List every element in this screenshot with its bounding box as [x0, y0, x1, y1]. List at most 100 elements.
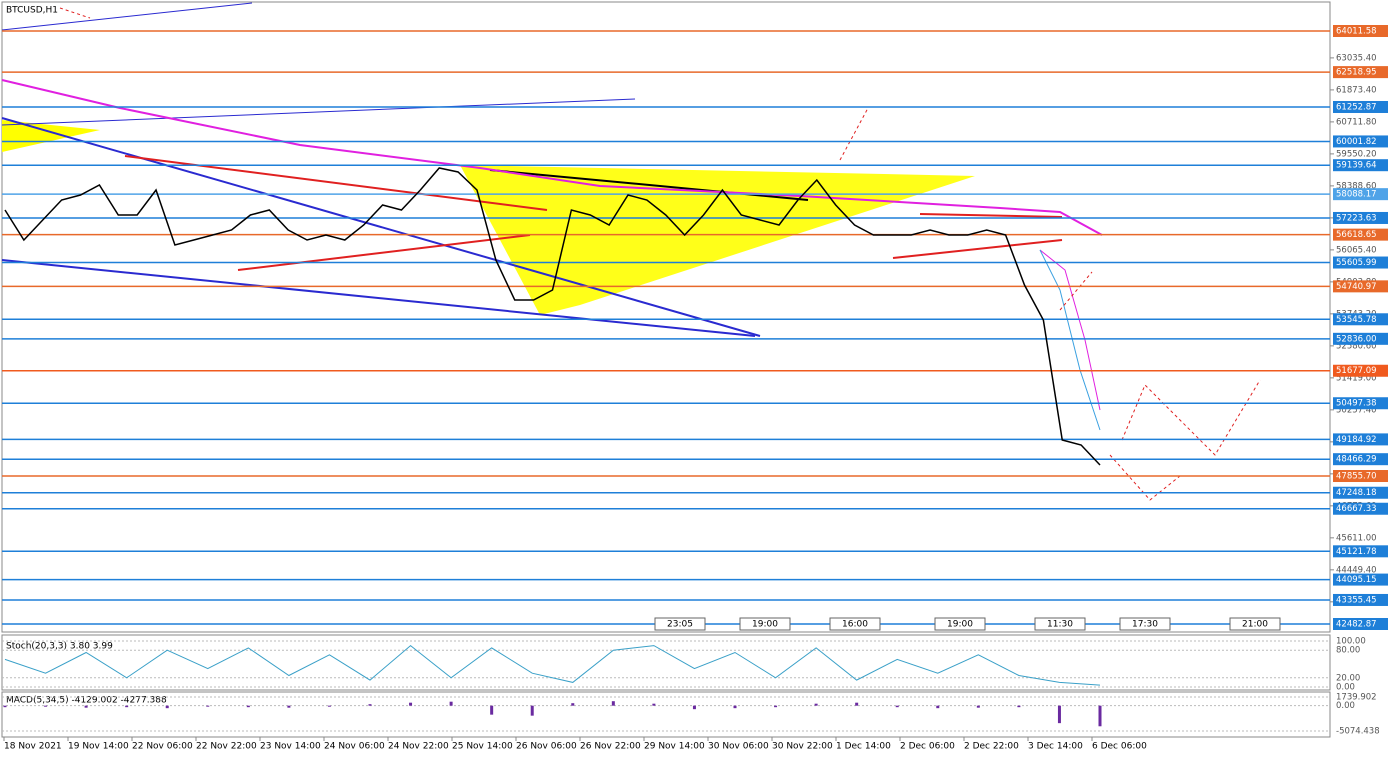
projection — [1109, 454, 1181, 501]
trend-line — [237, 234, 531, 271]
level-box — [1333, 545, 1388, 558]
time-marker-box — [829, 617, 881, 631]
y-tick-label: 60711.80 — [1336, 117, 1377, 127]
x-tick-label: 3 Dec 14:00 — [1028, 742, 1083, 752]
level-box — [1333, 159, 1388, 172]
level-box — [1333, 573, 1388, 586]
projection — [839, 107, 869, 161]
level-label: 64011.58 — [1336, 27, 1377, 37]
x-tick-label: 22 Nov 22:00 — [196, 742, 257, 752]
level-box — [1333, 100, 1388, 113]
time-marker-box — [1229, 617, 1281, 631]
y-tick-label: 63035.40 — [1336, 53, 1377, 63]
level-label: 61252.87 — [1336, 102, 1377, 112]
x-tick-label: 29 Nov 14:00 — [644, 742, 705, 752]
time-marker: 23:05 — [667, 620, 693, 630]
level-box — [1333, 135, 1388, 148]
x-tick-label: 2 Dec 06:00 — [900, 742, 955, 752]
level-label: 50497.38 — [1336, 399, 1377, 409]
y-tick-label: 61873.40 — [1336, 85, 1377, 95]
level-box — [1333, 332, 1388, 345]
x-tick-label: 19 Nov 14:00 — [68, 742, 129, 752]
level-box — [1333, 618, 1388, 630]
x-tick-label: 2 Dec 22:00 — [964, 742, 1019, 752]
level-label: 42482.87 — [1336, 620, 1377, 630]
level-label: 51677.09 — [1336, 366, 1377, 376]
time-marker-box — [1034, 617, 1086, 631]
y-tick-label: 0.00 — [1336, 701, 1355, 711]
trend-line — [1, 259, 756, 337]
stoch-title: Stoch(20,3,3) 3.80 3.99 — [6, 642, 113, 652]
trend-line — [489, 169, 809, 201]
time-marker: 11:30 — [1047, 620, 1073, 630]
trend-line — [1, 2, 253, 31]
level-label: 58088.17 — [1336, 190, 1377, 200]
trend-line — [919, 213, 1063, 218]
trend-line — [892, 239, 1063, 259]
y-tick-label: 20.00 — [1336, 673, 1360, 683]
level-label: 45121.78 — [1336, 547, 1377, 557]
macd-frame — [1, 691, 1331, 738]
level-box — [1333, 313, 1388, 326]
level-label: 60001.82 — [1336, 137, 1377, 147]
level-box — [1333, 486, 1388, 499]
y-tick-label: -5074.438 — [1336, 727, 1380, 737]
projection — [1059, 271, 1093, 311]
time-marker: 16:00 — [842, 620, 868, 630]
level-label: 57223.63 — [1336, 213, 1377, 223]
x-tick-label: 30 Nov 22:00 — [772, 742, 833, 752]
time-marker-box — [934, 617, 986, 631]
x-tick-label: 22 Nov 06:00 — [132, 742, 193, 752]
level-label: 56618.65 — [1336, 230, 1377, 240]
level-box — [1333, 66, 1388, 79]
y-tick-label: 1739.902 — [1336, 693, 1377, 703]
time-marker-box — [654, 617, 706, 631]
projection — [1121, 379, 1261, 456]
time-marker-box — [739, 617, 791, 631]
level-box — [1333, 593, 1388, 606]
time-marker: 19:00 — [947, 620, 973, 630]
y-tick-label: 80.00 — [1336, 646, 1360, 656]
trend-line — [1, 117, 761, 337]
y-tick-label: 59550.20 — [1336, 149, 1377, 159]
y-tick-label: 45611.00 — [1336, 533, 1377, 543]
y-tick-label: 50257.40 — [1336, 405, 1377, 415]
y-tick-label: 51419.00 — [1336, 373, 1377, 383]
macd-title: MACD(5,34,5) -4129.002 -4277.388 — [6, 696, 167, 706]
level-box — [1333, 280, 1388, 293]
x-tick-label: 24 Nov 06:00 — [324, 742, 385, 752]
x-tick-label: 25 Nov 14:00 — [452, 742, 513, 752]
level-box — [1333, 433, 1388, 446]
x-tick-label: 24 Nov 22:00 — [388, 742, 449, 752]
time-marker-box — [1119, 617, 1171, 631]
x-tick-label: 1 Dec 14:00 — [836, 742, 891, 752]
level-box — [1333, 25, 1388, 37]
x-tick-label: 30 Nov 06:00 — [708, 742, 769, 752]
y-tick-label: 44449.40 — [1336, 565, 1377, 575]
level-label: 54740.97 — [1336, 282, 1377, 292]
stoch-line — [4, 644, 1101, 686]
y-tick-label: 52580.60 — [1336, 341, 1377, 351]
level-box — [1333, 188, 1388, 201]
y-tick-label: 0.00 — [1336, 683, 1355, 693]
level-label: 49184.92 — [1336, 435, 1377, 445]
x-tick-label: 26 Nov 22:00 — [580, 742, 641, 752]
price-line — [4, 167, 1101, 466]
x-tick-label: 23 Nov 14:00 — [260, 742, 321, 752]
level-label: 53545.78 — [1336, 315, 1377, 325]
time-marker: 17:30 — [1132, 620, 1158, 630]
stoch-frame — [1, 634, 1331, 691]
level-box — [1333, 453, 1388, 466]
level-box — [1333, 211, 1388, 224]
moving-average — [1039, 249, 1101, 431]
level-label: 47248.18 — [1336, 488, 1377, 498]
level-label: 48466.29 — [1336, 455, 1377, 465]
level-box — [1333, 228, 1388, 241]
level-label: 52836.00 — [1336, 334, 1377, 344]
level-label: 44095.15 — [1336, 575, 1377, 585]
trend-line — [1, 98, 636, 126]
y-tick-label: 56065.40 — [1336, 245, 1377, 255]
y-tick-label: 58388.60 — [1336, 181, 1377, 191]
time-marker: 19:00 — [752, 620, 778, 630]
